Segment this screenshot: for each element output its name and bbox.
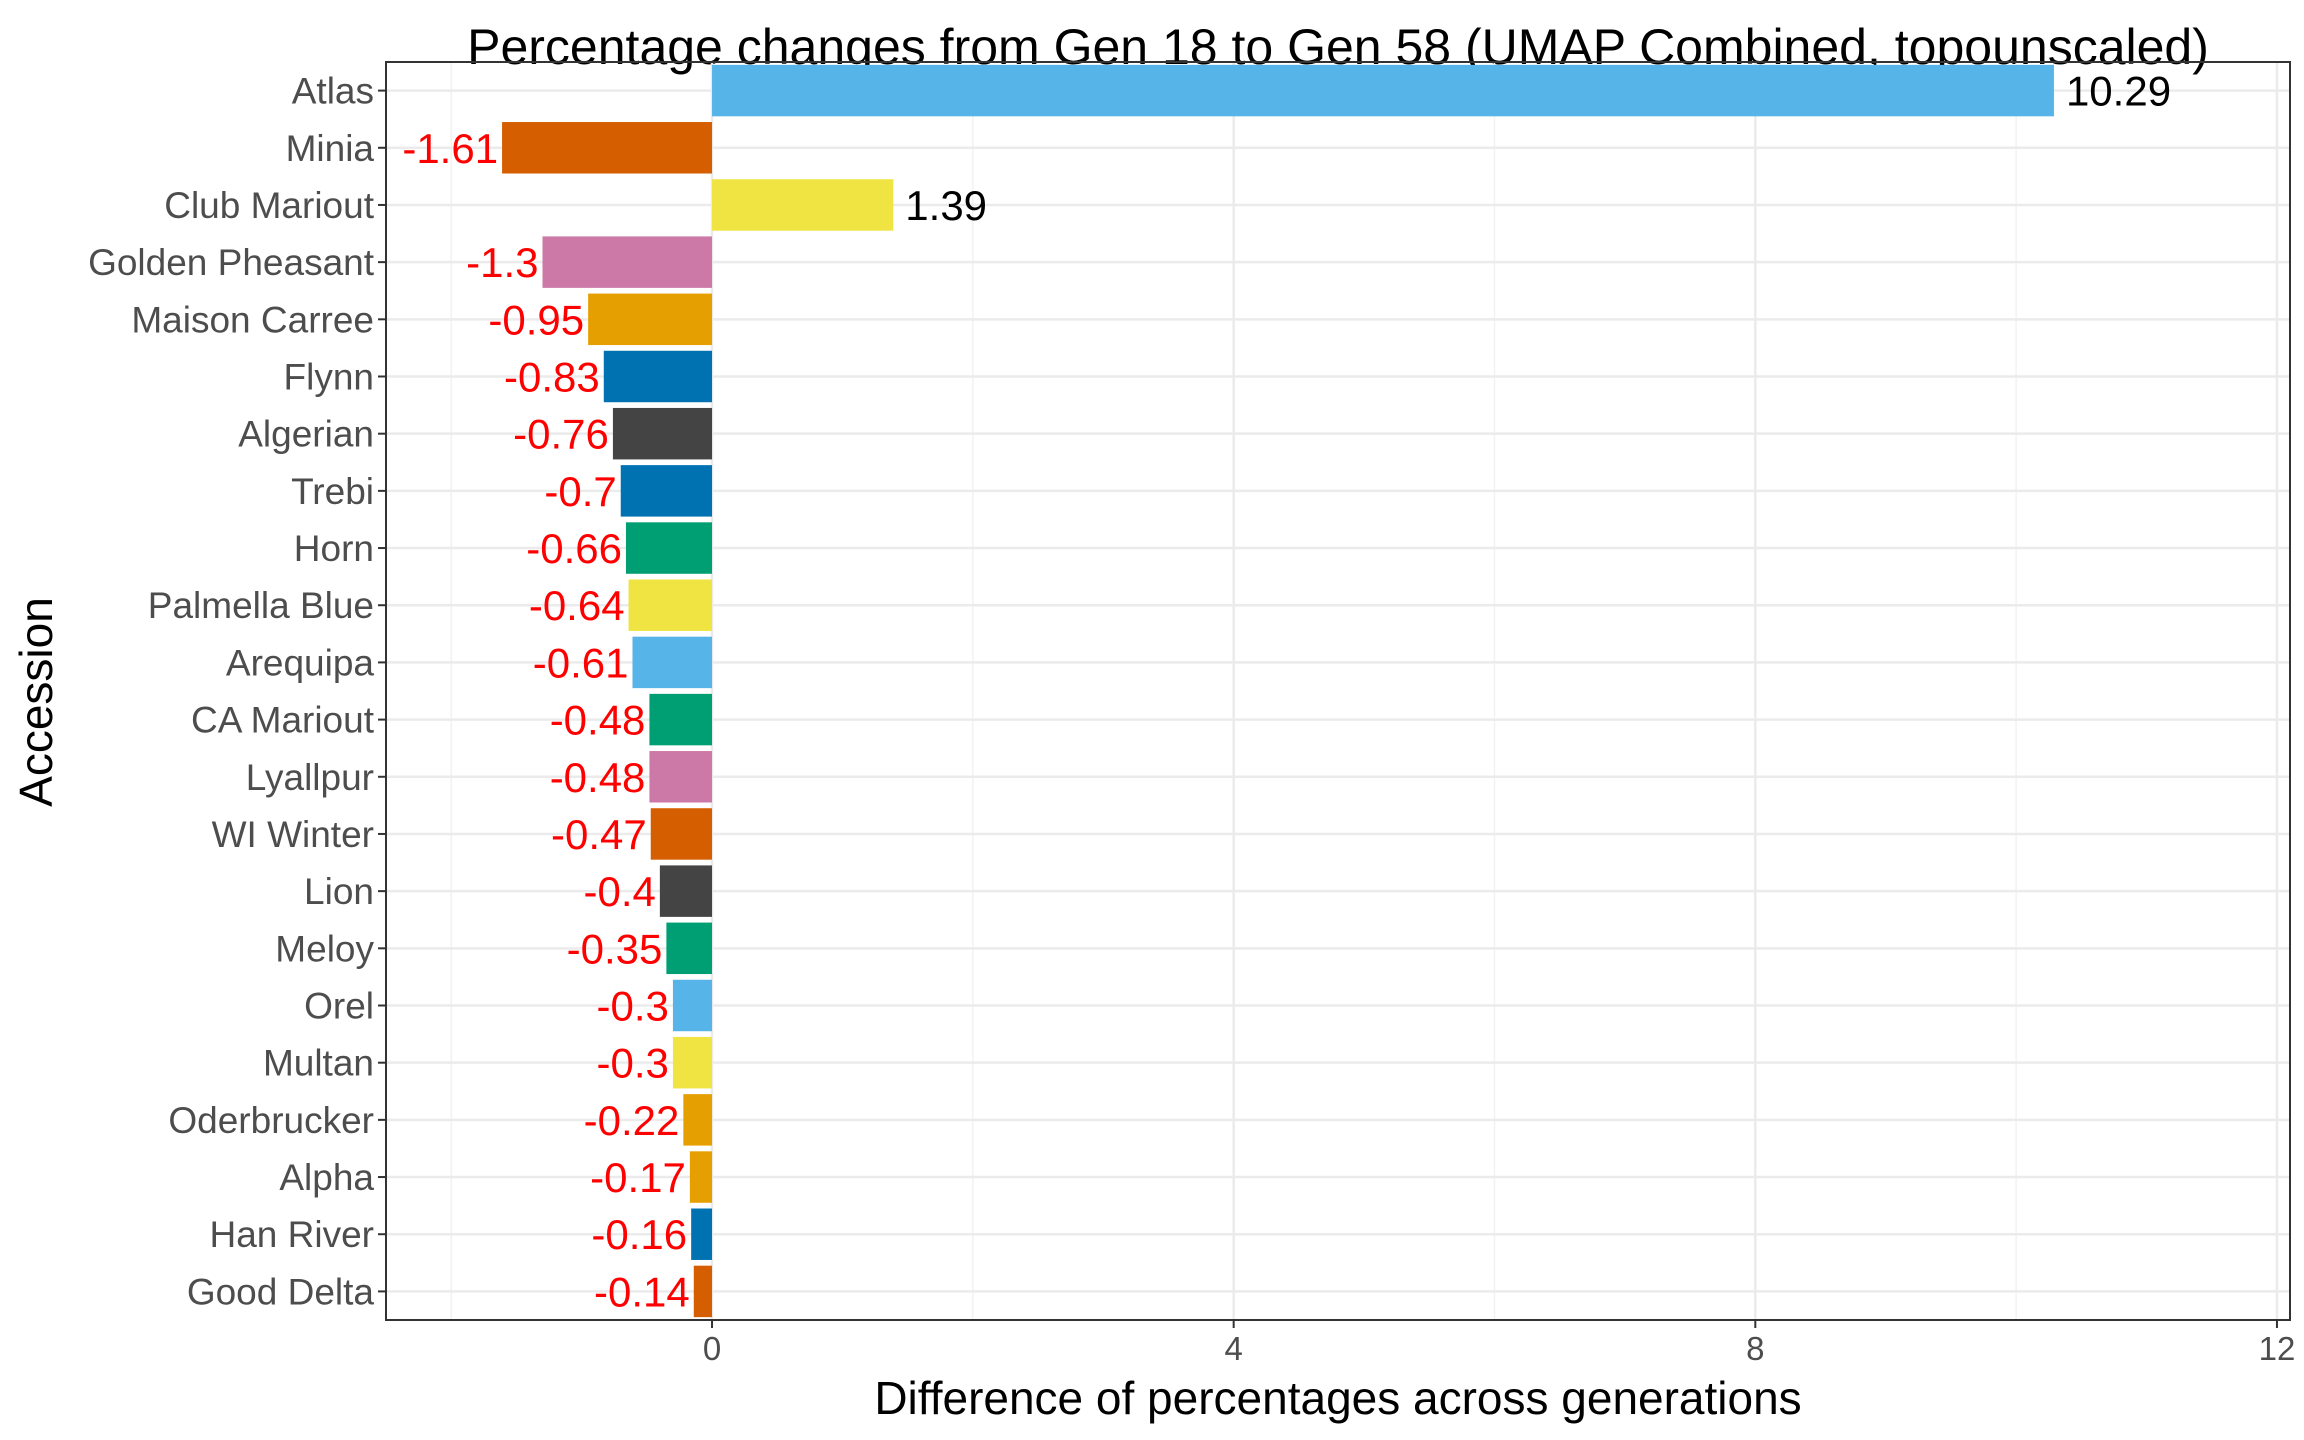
bar-value-label: -0.48 xyxy=(550,697,646,744)
bar xyxy=(625,522,713,574)
bar-value-label: -0.3 xyxy=(597,983,669,1030)
bar-value-label: -0.22 xyxy=(584,1097,680,1144)
bar xyxy=(683,1094,713,1146)
category-label: Club Mariout xyxy=(164,185,374,226)
bar xyxy=(666,922,713,975)
category-label: Alpha xyxy=(279,1157,374,1198)
category-label: Good Delta xyxy=(187,1271,375,1312)
category-label: Lyallpur xyxy=(246,757,374,798)
bar-value-label: -0.3 xyxy=(597,1040,669,1087)
value-labels: 10.29 -1.61 1.39 -1.3 -0.95 -0.83 -0.76 -0.7 -0.… xyxy=(402,68,2171,1316)
bar-value-label: -0.64 xyxy=(529,582,625,629)
bar xyxy=(650,808,713,860)
bar-value-label: -0.17 xyxy=(590,1154,686,1201)
category-label: CA Mariout xyxy=(191,700,375,741)
category-label: Algerian xyxy=(238,414,374,455)
bar xyxy=(689,1151,713,1203)
bar-value-label: -0.48 xyxy=(550,754,646,801)
bar xyxy=(612,407,713,460)
category-label: Arequipa xyxy=(226,642,375,683)
bar-value-label: -0.14 xyxy=(594,1268,690,1315)
bar-value-label: 1.39 xyxy=(905,182,987,229)
bar-value-label: -0.47 xyxy=(551,811,647,858)
category-label: Minia xyxy=(286,128,375,169)
bar-value-label: 10.29 xyxy=(2066,68,2171,115)
bars xyxy=(502,64,2054,1318)
bar xyxy=(542,236,713,288)
bar xyxy=(588,293,713,346)
bar-value-label: -0.95 xyxy=(488,296,584,343)
bar xyxy=(712,179,894,231)
category-label: Atlas xyxy=(292,71,374,112)
bar-value-label: -0.76 xyxy=(513,411,609,458)
category-label: Han River xyxy=(210,1214,375,1255)
bar xyxy=(649,751,713,803)
bar-value-label: -0.16 xyxy=(591,1211,687,1258)
category-label: WI Winter xyxy=(212,814,374,855)
bar xyxy=(672,1036,713,1089)
category-label: Horn xyxy=(294,528,374,569)
bar xyxy=(659,865,713,917)
category-label: Oderbrucker xyxy=(168,1100,374,1141)
bar xyxy=(603,350,713,403)
bar-value-label: -0.61 xyxy=(533,639,629,686)
category-label: Orel xyxy=(304,986,374,1027)
bar xyxy=(632,636,713,689)
bar xyxy=(628,579,713,631)
category-label: Flynn xyxy=(284,357,374,398)
x-axis-title: Difference of percentages across generat… xyxy=(874,1372,1801,1424)
bar-value-label: -0.4 xyxy=(583,868,655,915)
x-tick-label: 4 xyxy=(1224,1330,1242,1367)
x-tick-label: 12 xyxy=(2259,1330,2296,1367)
category-label: Lion xyxy=(304,871,374,912)
category-label: Meloy xyxy=(275,928,374,969)
x-axis: 0 4 8 12 xyxy=(703,1320,2295,1367)
bar xyxy=(649,693,713,746)
bar-value-label: -0.7 xyxy=(544,468,616,515)
bar xyxy=(693,1265,713,1318)
category-label: Multan xyxy=(263,1043,374,1084)
bar-value-label: -0.35 xyxy=(567,925,663,972)
x-tick-label: 0 xyxy=(703,1330,721,1367)
bar xyxy=(672,979,713,1032)
plot-panel-border xyxy=(385,61,2291,1321)
y-axis-title: Accession xyxy=(10,597,62,807)
bar xyxy=(620,465,713,517)
bar xyxy=(502,122,713,174)
category-label: Maison Carree xyxy=(131,299,374,340)
bar xyxy=(712,64,2054,117)
bar-value-label: -0.83 xyxy=(504,354,600,401)
category-label: Golden Pheasant xyxy=(88,242,375,283)
grid-lines xyxy=(386,62,2290,1320)
bar-value-label: -0.66 xyxy=(526,525,622,572)
bar xyxy=(691,1208,713,1260)
y-axis: Atlas Minia Club Mariout Golden Pheasant Mai… xyxy=(88,71,386,1312)
bar-value-label: -1.61 xyxy=(402,125,498,172)
category-label: Trebi xyxy=(291,471,374,512)
x-tick-label: 8 xyxy=(1746,1330,1764,1367)
bar-value-label: -1.3 xyxy=(466,239,538,286)
category-label: Palmella Blue xyxy=(148,585,374,626)
